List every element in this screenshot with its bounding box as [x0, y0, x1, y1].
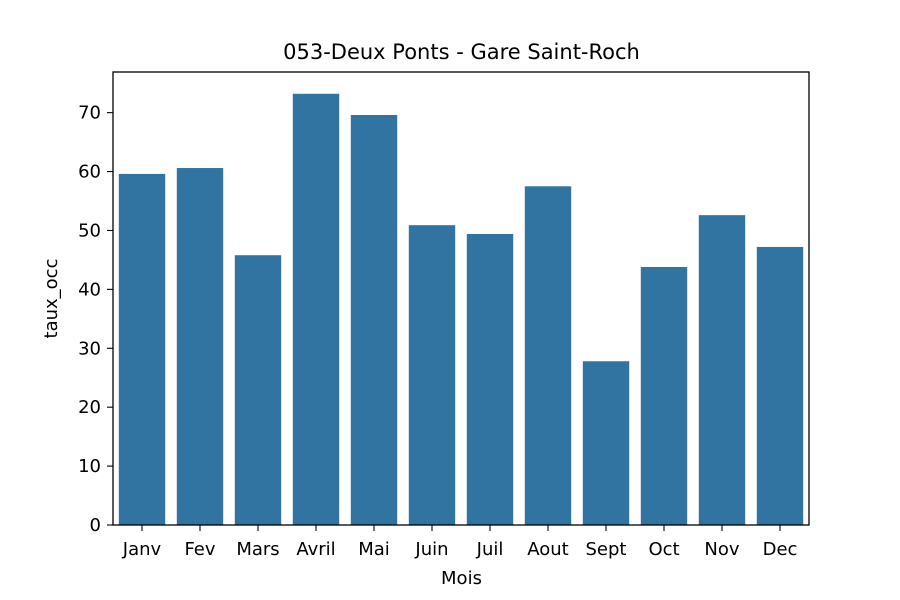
x-tick-label: Aout — [527, 539, 568, 560]
bar-oct — [640, 266, 688, 525]
bar-fev — [176, 168, 224, 525]
y-tick-label: 50 — [78, 220, 101, 241]
bar-juin — [408, 225, 456, 525]
x-axis: Janv Fev Mars Avril Mai Juin Juil Aout Sept Oct No… — [122, 525, 798, 560]
bars-group — [118, 93, 804, 526]
x-tick-label: Mars — [236, 539, 279, 560]
bar-juil — [466, 233, 514, 525]
x-tick-label: Janv — [122, 539, 162, 560]
y-tick-label: 40 — [78, 279, 101, 300]
x-tick-label: Fev — [184, 539, 215, 560]
y-tick-label: 10 — [78, 456, 101, 477]
y-tick-label: 0 — [90, 515, 101, 536]
x-tick-label: Nov — [704, 539, 739, 560]
x-tick-label: Juin — [414, 539, 448, 560]
bar-aout — [524, 186, 572, 525]
bar-mai — [350, 115, 398, 526]
x-axis-title: Mois — [441, 568, 482, 589]
y-tick-label: 60 — [78, 162, 101, 183]
x-tick-label: Sept — [586, 539, 627, 560]
x-tick-label: Juil — [476, 539, 504, 560]
chart-title: 053-Deux Ponts - Gare Saint-Roch — [283, 40, 640, 64]
x-tick-label: Avril — [296, 539, 335, 560]
x-tick-label: Mai — [358, 539, 390, 560]
bar-sept — [582, 361, 630, 525]
y-axis: 0 10 20 30 40 50 60 70 — [78, 103, 113, 536]
x-tick-label: Oct — [648, 539, 679, 560]
bar-nov — [698, 215, 746, 526]
y-tick-label: 20 — [78, 397, 101, 418]
plot-frame — [112, 71, 810, 526]
y-tick-label: 70 — [78, 103, 101, 124]
bar-dec — [756, 246, 804, 525]
y-tick-label: 30 — [78, 338, 101, 359]
bar-avril — [292, 93, 340, 525]
y-axis-title: taux_occ — [41, 259, 62, 339]
bar-mars — [234, 255, 282, 525]
x-tick-label: Dec — [763, 539, 798, 560]
bar-janv — [118, 173, 166, 525]
